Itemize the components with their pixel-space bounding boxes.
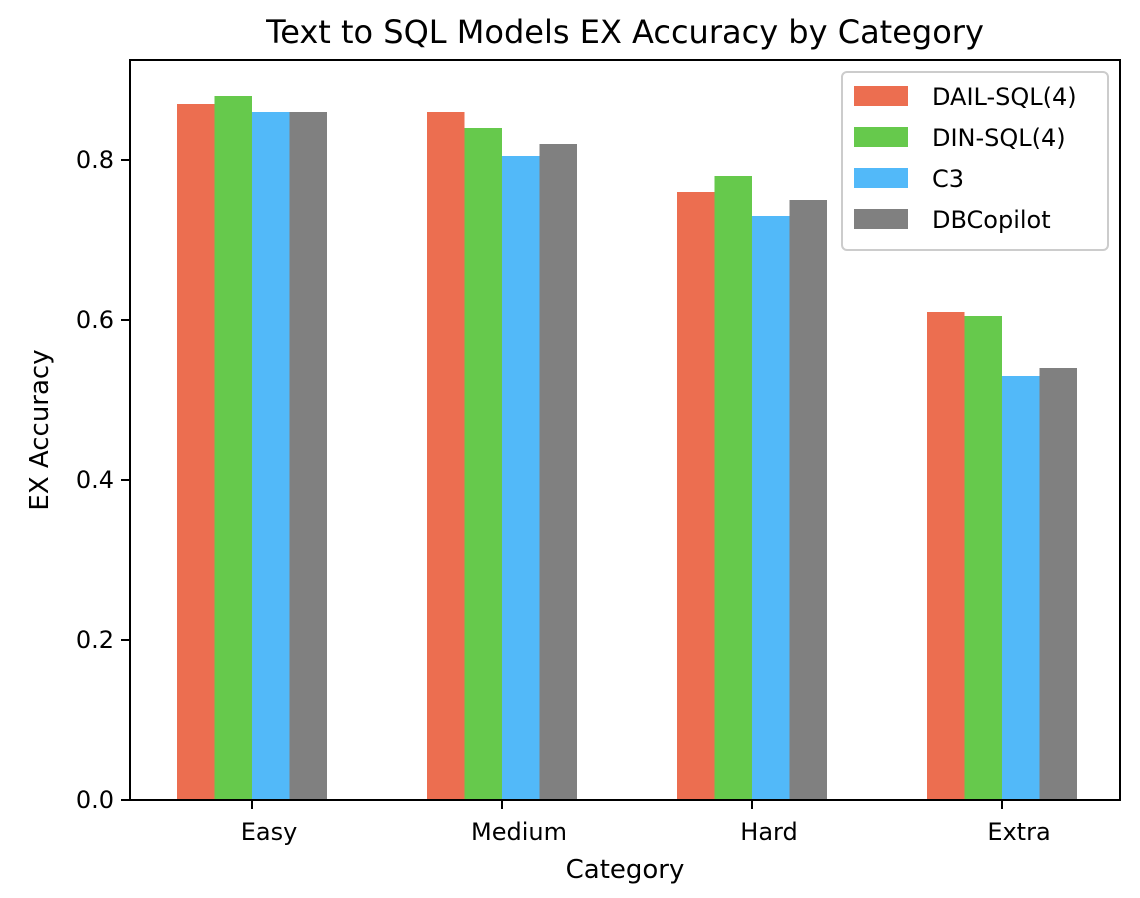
legend-swatch-3	[854, 168, 908, 188]
x-tick-label-medium: Medium	[471, 818, 567, 846]
x-axis-ticks: Easy Medium Hard Extra	[241, 800, 1051, 846]
legend: DAIL-SQL(4) DIN-SQL(4) C3 DBCopilot	[841, 71, 1109, 251]
bar-easy-series-3	[252, 112, 290, 800]
y-tick-label: 0.2	[76, 626, 114, 654]
legend-label-1: DAIL-SQL(4)	[932, 83, 1077, 111]
legend-swatch-2	[854, 127, 908, 147]
x-axis-label: Category	[566, 855, 685, 885]
bar-extra-series-4	[1039, 368, 1077, 800]
bar-medium-series-2	[464, 128, 502, 800]
bar-easy-series-2	[214, 96, 252, 800]
y-tick-label: 0.8	[76, 146, 114, 174]
legend-swatch-4	[854, 209, 908, 229]
bar-hard-series-1	[677, 192, 715, 800]
bars-layer	[177, 96, 1077, 800]
legend-label-3: C3	[932, 165, 964, 193]
bar-easy-series-1	[177, 104, 215, 800]
legend-label-2: DIN-SQL(4)	[932, 124, 1066, 152]
y-axis-label: EX Accuracy	[25, 349, 55, 510]
bar-hard-series-2	[714, 176, 752, 800]
x-tick-label-extra: Extra	[987, 818, 1050, 846]
bar-extra-series-2	[964, 316, 1002, 800]
bar-medium-series-3	[502, 156, 540, 800]
bar-easy-series-4	[289, 112, 327, 800]
bar-extra-series-1	[927, 312, 965, 800]
bar-medium-series-1	[427, 112, 465, 800]
legend-swatch-1	[854, 86, 908, 106]
y-tick-label: 0.6	[76, 306, 114, 334]
x-tick-label-easy: Easy	[241, 818, 298, 846]
x-tick-label-hard: Hard	[740, 818, 797, 846]
bar-extra-series-3	[1002, 376, 1040, 800]
legend-frame	[841, 71, 1109, 251]
bar-medium-series-4	[539, 144, 577, 800]
y-tick-label: 0.4	[76, 466, 114, 494]
bar-hard-series-3	[752, 216, 790, 800]
y-tick-label: 0.0	[76, 786, 114, 814]
chart-title: Text to SQL Models EX Accuracy by Catego…	[265, 13, 984, 51]
plot-frame	[129, 59, 1121, 801]
y-axis-ticks: 0.0 0.2 0.4 0.6 0.8	[76, 146, 130, 814]
bar-hard-series-4	[789, 200, 827, 800]
legend-label-4: DBCopilot	[932, 206, 1051, 234]
